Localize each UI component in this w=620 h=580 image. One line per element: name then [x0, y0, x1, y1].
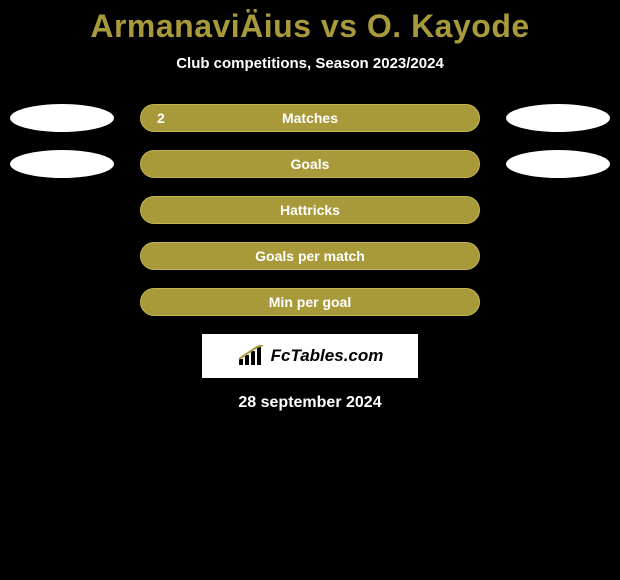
stat-bar-label: Goals [291, 156, 330, 172]
stat-bar-value: 2 [157, 110, 165, 126]
right-oval [506, 150, 610, 178]
page-title: ArmanaviÄius vs O. Kayode [0, 8, 620, 45]
left-oval-placeholder [10, 242, 114, 270]
left-oval [10, 104, 114, 132]
logo: FcTables.com [237, 345, 384, 367]
stat-row: Goals per match [0, 242, 620, 270]
stat-bar-label: Min per goal [269, 294, 351, 310]
chart-icon [237, 345, 265, 367]
stat-row: Goals [0, 150, 620, 178]
left-oval [10, 150, 114, 178]
stat-bar-label: Matches [282, 110, 338, 126]
page-subtitle: Club competitions, Season 2023/2024 [0, 55, 620, 72]
stat-bar: 2 Matches [140, 104, 480, 132]
right-oval [506, 104, 610, 132]
left-oval-placeholder [10, 196, 114, 224]
stat-rows: 2 Matches Goals Hattricks Goals per match Min… [0, 104, 620, 316]
left-oval-placeholder [10, 288, 114, 316]
stat-bar: Goals [140, 150, 480, 178]
stat-bar: Goals per match [140, 242, 480, 270]
right-oval-placeholder [506, 196, 610, 224]
right-oval-placeholder [506, 288, 610, 316]
logo-text: FcTables.com [271, 346, 384, 366]
comparison-card: ArmanaviÄius vs O. Kayode Club competiti… [0, 0, 620, 412]
stat-bar: Min per goal [140, 288, 480, 316]
stat-bar: Hattricks [140, 196, 480, 224]
date-label: 28 september 2024 [0, 394, 620, 412]
stat-row: 2 Matches [0, 104, 620, 132]
stat-row: Min per goal [0, 288, 620, 316]
logo-box: FcTables.com [202, 334, 418, 378]
stat-row: Hattricks [0, 196, 620, 224]
stat-bar-label: Goals per match [255, 248, 365, 264]
stat-bar-label: Hattricks [280, 202, 340, 218]
right-oval-placeholder [506, 242, 610, 270]
